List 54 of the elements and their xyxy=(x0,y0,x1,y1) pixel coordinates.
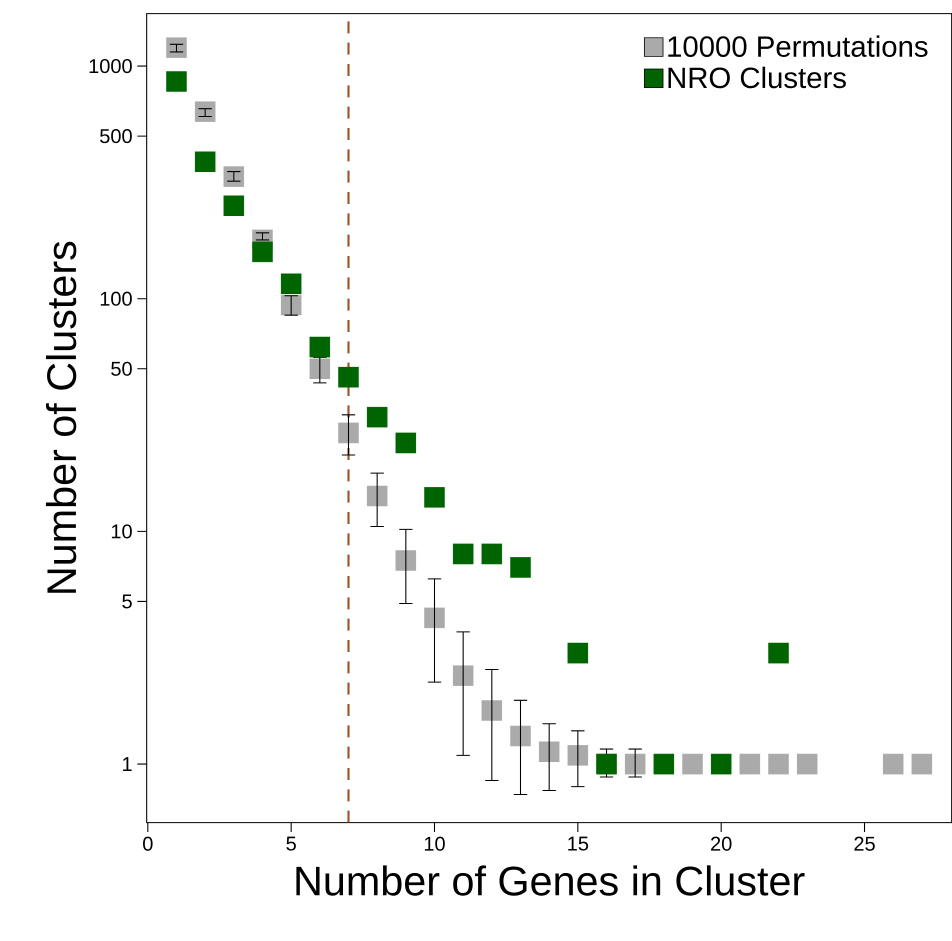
x-axis-title: Number of Genes in Cluster xyxy=(296,865,805,896)
legend-label: 10000 Permutations xyxy=(668,35,928,57)
point xyxy=(710,754,732,774)
point xyxy=(452,544,474,564)
point xyxy=(366,406,388,428)
point xyxy=(768,642,789,664)
y-axis-title: Number of Clusters xyxy=(46,242,76,593)
point xyxy=(510,557,531,578)
point xyxy=(396,432,416,454)
point xyxy=(538,741,560,762)
point xyxy=(452,665,474,686)
point xyxy=(310,336,330,358)
point xyxy=(654,754,674,774)
point xyxy=(424,487,445,508)
y-tick-label: 5 xyxy=(122,594,132,608)
point xyxy=(194,151,216,172)
point xyxy=(366,486,388,506)
x-tick-label: 0 xyxy=(143,836,153,851)
y-tick-label: 1000 xyxy=(90,58,132,74)
point xyxy=(482,544,502,564)
point xyxy=(252,242,273,262)
point xyxy=(224,166,244,187)
point xyxy=(166,37,187,58)
point xyxy=(338,422,359,444)
point xyxy=(280,273,302,294)
y-tick-label: 50 xyxy=(111,362,132,376)
point xyxy=(338,366,359,388)
legend-label: NRO Clusters xyxy=(668,66,846,88)
x-tick-label: 20 xyxy=(711,836,732,851)
y-tick-label: 500 xyxy=(100,129,132,144)
point xyxy=(424,608,445,628)
point xyxy=(682,754,703,774)
point xyxy=(166,71,187,92)
y-tick-label: 1 xyxy=(123,757,132,771)
point xyxy=(568,642,588,664)
point xyxy=(510,726,531,746)
y-tick-label: 100 xyxy=(100,292,132,306)
point xyxy=(796,754,818,774)
point xyxy=(768,754,789,774)
x-tick-label: 10 xyxy=(424,836,445,851)
y-tick-label: 10 xyxy=(112,524,132,538)
point xyxy=(912,754,932,774)
point xyxy=(568,745,588,766)
point xyxy=(882,754,904,774)
point xyxy=(482,700,502,721)
x-tick-label: 5 xyxy=(286,836,296,851)
x-tick-label: 15 xyxy=(568,836,588,851)
point xyxy=(224,195,244,216)
point xyxy=(194,101,216,122)
point xyxy=(310,358,330,380)
point xyxy=(396,550,416,571)
point xyxy=(624,754,646,774)
x-tick-label: 25 xyxy=(854,836,875,851)
point xyxy=(740,754,760,774)
